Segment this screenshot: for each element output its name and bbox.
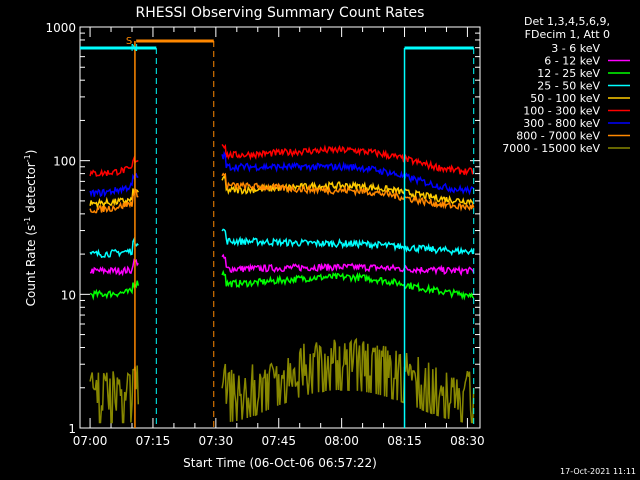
series-800to7000keV-line <box>89 189 139 214</box>
y-label-sup2: -1 <box>23 154 32 162</box>
legend-label: 100 - 300 keV <box>523 105 600 118</box>
timestamp: 17-Oct-2021 11:11 <box>560 467 636 476</box>
plot-area: 1 10 100 1000 07:00 07:15 07:30 07:45 08:00 08:15… <box>45 21 484 448</box>
legend-label: 7000 - 15000 keV <box>502 142 600 155</box>
legend-header-1: Det 1,3,4,5,6,9, <box>524 15 610 28</box>
x-tick-label: 07:00 <box>73 434 108 448</box>
series-100to300keV-line <box>89 155 139 177</box>
x-axis-label: Start Time (06-Oct-06 06:57:22) <box>183 456 377 470</box>
plot-frame <box>79 26 481 429</box>
x-tick-label: 08:00 <box>324 434 359 448</box>
y-label-main: Count Rate (s <box>24 225 38 307</box>
legend-label: 800 - 7000 keV <box>516 130 600 143</box>
y-tick-label: 1 <box>68 422 76 436</box>
y-tick-label: 10 <box>61 288 76 302</box>
x-tick-label: 08:30 <box>450 434 485 448</box>
series-25to50keV-line <box>89 236 139 259</box>
series-800to7000keV-line <box>221 172 475 212</box>
series-12to25keV-line <box>89 280 140 301</box>
series-300to800keV-line <box>89 172 139 198</box>
y-tick-label: 1000 <box>45 21 76 35</box>
legend-label: 6 - 12 keV <box>544 55 600 68</box>
legend-label: 300 - 800 keV <box>523 117 600 130</box>
series-7000to15000keV-line <box>89 365 140 424</box>
series-3to6keV-line <box>221 306 475 379</box>
series-50to100keV-line <box>221 174 475 206</box>
series-7000to15000keV-line <box>221 337 475 424</box>
series-300to800keV-line <box>221 150 474 196</box>
chart-title: RHESSI Observing Summary Count Rates <box>136 5 425 21</box>
x-tick-label: 07:15 <box>136 434 171 448</box>
y-label-end: ) <box>24 150 38 155</box>
y-axis-label: Count Rate (s-1 detector-1) <box>23 150 38 307</box>
saa-flag-label: S <box>126 36 132 47</box>
series-100to300keV-line <box>221 143 475 176</box>
series-50to100keV-line <box>89 187 139 210</box>
night-flag-label: N <box>131 43 138 54</box>
series-6to12keV-line <box>221 253 475 277</box>
y-label-mid: detector <box>24 162 38 217</box>
legend-label: 12 - 25 keV <box>537 67 600 80</box>
x-tick-label: 07:45 <box>261 434 296 448</box>
y-tick-label: 100 <box>53 155 76 169</box>
legend-label: 25 - 50 keV <box>537 80 600 93</box>
legend-label: 50 - 100 keV <box>530 92 600 105</box>
legend-label: 3 - 6 keV <box>551 42 600 55</box>
legend-header-2: FDecim 1, Att 0 <box>525 28 610 41</box>
series-3to6keV-line <box>89 336 140 384</box>
x-tick-label: 07:30 <box>199 434 234 448</box>
series-6to12keV-line <box>89 258 139 277</box>
x-tick-label: 08:15 <box>387 434 422 448</box>
series-12to25keV-line <box>221 269 475 301</box>
y-label-sup1: -1 <box>23 217 32 225</box>
series-25to50keV-line <box>221 228 475 257</box>
